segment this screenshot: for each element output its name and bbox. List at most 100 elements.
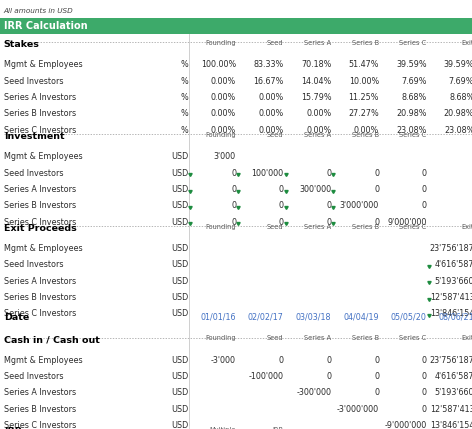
- Text: Series C Investors: Series C Investors: [4, 421, 76, 429]
- Text: 0: 0: [374, 185, 379, 194]
- Text: USD: USD: [171, 421, 188, 429]
- Text: 16.67%: 16.67%: [253, 77, 284, 86]
- Text: USD: USD: [171, 185, 188, 194]
- Text: USD: USD: [171, 372, 188, 381]
- Text: Series A: Series A: [304, 224, 331, 230]
- Text: 0: 0: [326, 356, 331, 365]
- Text: 70.18%: 70.18%: [301, 60, 331, 69]
- Text: IRR Calculation: IRR Calculation: [4, 21, 87, 31]
- Text: Series C: Series C: [399, 224, 427, 230]
- Text: All amounts in USD: All amounts in USD: [4, 8, 74, 14]
- Text: Series C: Series C: [399, 132, 427, 138]
- Text: 0.00%: 0.00%: [211, 77, 236, 86]
- Text: 39.59%: 39.59%: [444, 60, 472, 69]
- Text: 0.00%: 0.00%: [259, 93, 284, 102]
- Text: Founding: Founding: [205, 40, 236, 46]
- Text: 0: 0: [278, 356, 284, 365]
- Text: 0: 0: [326, 218, 331, 227]
- Text: 300'000: 300'000: [299, 185, 331, 194]
- Text: 0: 0: [421, 169, 427, 178]
- Text: 8.68%: 8.68%: [449, 93, 472, 102]
- Text: 23'756'187: 23'756'187: [430, 244, 472, 253]
- Text: 0: 0: [421, 185, 427, 194]
- Text: USD: USD: [171, 218, 188, 227]
- Text: USD: USD: [171, 405, 188, 414]
- Text: 0: 0: [421, 372, 427, 381]
- Text: Series B Investors: Series B Investors: [4, 293, 76, 302]
- Text: Series C: Series C: [399, 335, 427, 341]
- Text: Cash in / Cash out: Cash in / Cash out: [4, 335, 100, 344]
- Text: Series B: Series B: [352, 40, 379, 46]
- Text: USD: USD: [171, 152, 188, 161]
- Text: 3'000: 3'000: [214, 152, 236, 161]
- Text: 100'000: 100'000: [252, 169, 284, 178]
- Text: USD: USD: [171, 244, 188, 253]
- Text: %: %: [181, 77, 188, 86]
- Text: 4'616'587: 4'616'587: [435, 260, 472, 269]
- Text: 7.69%: 7.69%: [401, 77, 427, 86]
- Text: 27.27%: 27.27%: [348, 109, 379, 118]
- Text: 51.47%: 51.47%: [348, 60, 379, 69]
- Text: 05/05/20: 05/05/20: [391, 313, 427, 322]
- Text: 0: 0: [278, 201, 284, 210]
- Text: 7.69%: 7.69%: [449, 77, 472, 86]
- Text: 08/06/21: 08/06/21: [439, 313, 472, 322]
- Text: -9'000'000: -9'000'000: [384, 421, 427, 429]
- Text: 0: 0: [278, 185, 284, 194]
- Text: Series B Investors: Series B Investors: [4, 405, 76, 414]
- Text: -300'000: -300'000: [296, 388, 331, 397]
- Text: 11.25%: 11.25%: [348, 93, 379, 102]
- Text: Seed: Seed: [267, 132, 284, 138]
- Text: Mgmt & Employees: Mgmt & Employees: [4, 244, 83, 253]
- Text: -3'000: -3'000: [211, 356, 236, 365]
- Text: USD: USD: [171, 169, 188, 178]
- Text: %: %: [181, 109, 188, 118]
- Text: 0: 0: [421, 405, 427, 414]
- Text: 0: 0: [231, 218, 236, 227]
- Text: Series B: Series B: [352, 224, 379, 230]
- Text: 0.00%: 0.00%: [259, 126, 284, 135]
- Text: 9'000'000: 9'000'000: [388, 218, 427, 227]
- Text: 5'193'660: 5'193'660: [435, 388, 472, 397]
- Text: Series B: Series B: [352, 335, 379, 341]
- Text: Series C: Series C: [399, 40, 427, 46]
- Text: 0: 0: [374, 388, 379, 397]
- Text: -3'000'000: -3'000'000: [337, 405, 379, 414]
- Text: 0: 0: [374, 356, 379, 365]
- Text: Founding: Founding: [205, 132, 236, 138]
- Text: Founding: Founding: [205, 335, 236, 341]
- Text: USD: USD: [171, 277, 188, 286]
- Text: %: %: [181, 60, 188, 69]
- Text: Series B Investors: Series B Investors: [4, 201, 76, 210]
- Text: Series C Investors: Series C Investors: [4, 218, 76, 227]
- Text: 04/04/19: 04/04/19: [344, 313, 379, 322]
- Text: Series A: Series A: [304, 335, 331, 341]
- Text: 0.00%: 0.00%: [306, 126, 331, 135]
- Text: 0: 0: [231, 169, 236, 178]
- Text: 0.00%: 0.00%: [211, 109, 236, 118]
- Text: Seed: Seed: [267, 40, 284, 46]
- Text: Exit Proceeds: Exit Proceeds: [4, 224, 76, 233]
- Text: 13'846'154: 13'846'154: [430, 309, 472, 318]
- Text: 0: 0: [231, 185, 236, 194]
- Bar: [0, 18, 472, 34]
- Text: Series B Investors: Series B Investors: [4, 109, 76, 118]
- Text: 15.79%: 15.79%: [301, 93, 331, 102]
- Text: 23'756'187: 23'756'187: [430, 356, 472, 365]
- Text: 01/01/16: 01/01/16: [201, 313, 236, 322]
- Text: 0.00%: 0.00%: [354, 126, 379, 135]
- Text: Seed: Seed: [267, 335, 284, 341]
- Text: 8.68%: 8.68%: [402, 93, 427, 102]
- Text: 0: 0: [374, 218, 379, 227]
- Text: Exit: Exit: [462, 40, 472, 46]
- Text: USD: USD: [171, 260, 188, 269]
- Text: Series A Investors: Series A Investors: [4, 185, 76, 194]
- Text: 0: 0: [326, 372, 331, 381]
- Text: USD: USD: [171, 293, 188, 302]
- Text: 5'193'660: 5'193'660: [435, 277, 472, 286]
- Text: Exit: Exit: [462, 335, 472, 341]
- Text: -100'000: -100'000: [249, 372, 284, 381]
- Text: 0: 0: [421, 356, 427, 365]
- Text: Investment: Investment: [4, 132, 64, 141]
- Text: 83.33%: 83.33%: [253, 60, 284, 69]
